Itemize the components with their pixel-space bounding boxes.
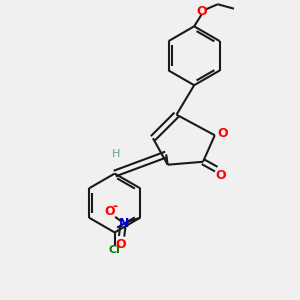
Text: O: O (215, 169, 226, 182)
Text: O: O (218, 127, 228, 140)
Text: O: O (105, 205, 116, 218)
Text: H: H (112, 149, 120, 159)
Text: -: - (112, 200, 118, 213)
Text: N: N (119, 217, 129, 230)
Text: O: O (196, 5, 207, 18)
Text: Cl: Cl (109, 245, 121, 255)
Text: O: O (115, 238, 126, 251)
